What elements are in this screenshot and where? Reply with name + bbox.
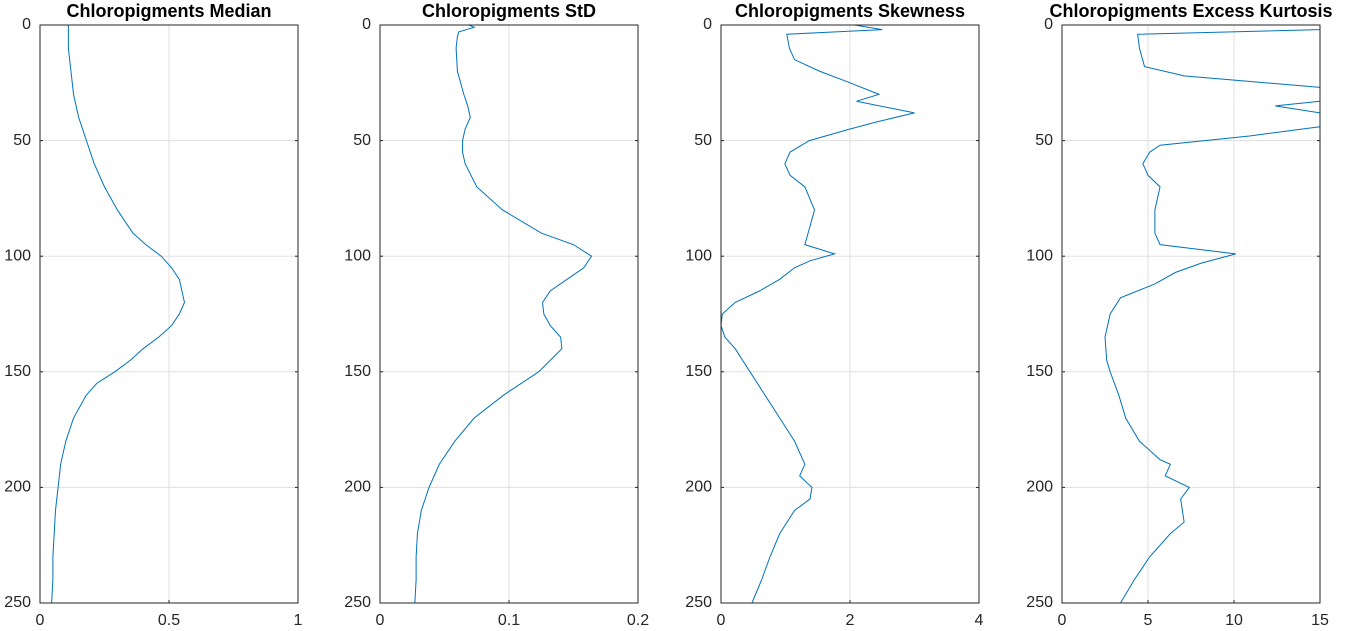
plot-area (1062, 25, 1320, 603)
y-tick-label: 250 (1026, 594, 1053, 611)
subplot: 0 0.5 1 0 50 100 150 200 250 Chloropigments Media… (4, 1, 302, 629)
profile-line (51, 25, 186, 603)
subplot: 0 0.1 0.2 0 50 100 150 200 250 Chloropigments StD (344, 1, 649, 629)
y-tick-label: 0 (22, 16, 31, 33)
x-tick-label: 0 (376, 612, 385, 629)
y-tick-label: 0 (703, 16, 712, 33)
x-tick-label: 15 (1311, 612, 1329, 629)
x-tick-label: 1 (294, 612, 303, 629)
axes-box (39, 24, 299, 604)
x-tick-label: 5 (1144, 612, 1153, 629)
axes-box (379, 24, 639, 604)
y-tick-label: 100 (4, 247, 31, 264)
profile-line (414, 25, 593, 603)
x-tick-label: 0.1 (498, 612, 520, 629)
y-tick-label: 150 (685, 363, 712, 380)
x-tick-label: 2 (846, 612, 855, 629)
x-tick-label: 4 (975, 612, 984, 629)
profile-line (721, 25, 915, 603)
x-tick-label: 0 (36, 612, 45, 629)
y-tick-label: 150 (4, 363, 31, 380)
y-tick-label: 100 (1026, 247, 1053, 264)
chart-title: Chloropigments Median (66, 1, 271, 21)
y-tick-label: 200 (4, 479, 31, 496)
axes-box (720, 24, 980, 604)
x-tick-label: 10 (1225, 612, 1243, 629)
y-tick-label: 50 (1035, 132, 1053, 149)
y-tick-label: 250 (344, 594, 371, 611)
y-tick-label: 50 (13, 132, 31, 149)
chart-title: Chloropigments StD (422, 1, 596, 21)
profile-line (1104, 25, 1320, 603)
y-tick-label: 0 (362, 16, 371, 33)
y-tick-label: 0 (1044, 16, 1053, 33)
y-tick-label: 150 (344, 363, 371, 380)
x-tick-label: 0 (717, 612, 726, 629)
y-tick-label: 150 (1026, 363, 1053, 380)
x-tick-label: 0.5 (158, 612, 180, 629)
y-tick-label: 100 (344, 247, 371, 264)
axes-box (1061, 24, 1321, 604)
chart-title: Chloropigments Excess Kurtosis (1049, 1, 1332, 21)
y-tick-label: 50 (694, 132, 712, 149)
y-tick-label: 250 (685, 594, 712, 611)
subplot: 0 2 4 0 50 100 150 200 250 Chloropigments Skewnes… (685, 1, 983, 629)
y-tick-label: 200 (1026, 479, 1053, 496)
y-tick-label: 200 (344, 479, 371, 496)
y-tick-label: 200 (685, 479, 712, 496)
y-tick-label: 50 (353, 132, 371, 149)
x-tick-label: 0.2 (627, 612, 649, 629)
chart-title: Chloropigments Skewness (735, 1, 965, 21)
y-tick-label: 100 (685, 247, 712, 264)
y-tick-label: 250 (4, 594, 31, 611)
x-tick-label: 0 (1058, 612, 1067, 629)
